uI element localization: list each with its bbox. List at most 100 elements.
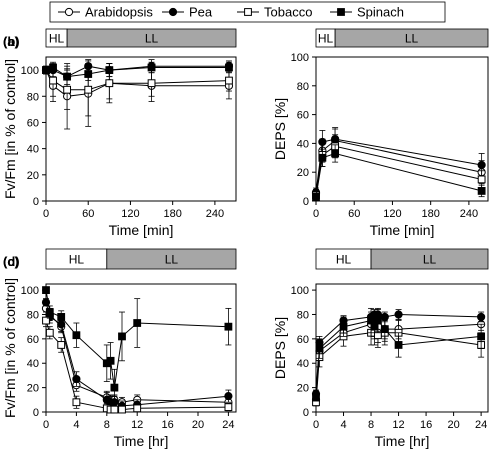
x-tick-label: 8 bbox=[368, 419, 374, 431]
panel-label: (c) bbox=[3, 254, 19, 269]
legend-marker bbox=[64, 7, 74, 17]
data-point bbox=[118, 405, 126, 414]
legend-label: Pea bbox=[189, 5, 213, 20]
panel-label: (a) bbox=[3, 34, 19, 49]
phase-label: LL bbox=[145, 32, 159, 46]
legend: Arabidopsis Pea Tobacco Spinach bbox=[49, 1, 446, 23]
x-axis-label: Time [hr] bbox=[375, 433, 430, 449]
data-point bbox=[84, 70, 93, 78]
x-tick-label: 8 bbox=[104, 419, 110, 431]
x-tick-label: 20 bbox=[192, 419, 204, 431]
plot-frame bbox=[45, 283, 237, 413]
y-tick-label: 60 bbox=[297, 110, 309, 122]
series-line bbox=[315, 139, 482, 194]
x-tick-label: 0 bbox=[313, 419, 319, 431]
data-point bbox=[42, 286, 50, 294]
x-tick-label: 0 bbox=[313, 208, 319, 220]
y-axis-label: Fv/Fm [in % of control] bbox=[2, 59, 18, 199]
data-point bbox=[477, 160, 486, 170]
y-tick-label: 0 bbox=[303, 407, 309, 419]
series-line bbox=[315, 145, 482, 196]
y-tick-label: 60 bbox=[27, 334, 39, 346]
series-spinach bbox=[312, 307, 486, 402]
data-point bbox=[312, 393, 320, 402]
phase-label: LL bbox=[423, 253, 437, 267]
data-point bbox=[110, 383, 119, 392]
x-tick-label: 4 bbox=[340, 419, 346, 431]
y-tick-label: 80 bbox=[27, 91, 39, 103]
data-point bbox=[224, 392, 233, 401]
data-point bbox=[84, 85, 93, 94]
data-point bbox=[110, 405, 119, 414]
data-point bbox=[72, 374, 81, 384]
legend-label: Tobacco bbox=[264, 5, 312, 20]
y-tick-label: 80 bbox=[297, 81, 309, 93]
y-tick-label: 80 bbox=[297, 309, 309, 321]
y-tick-label: 20 bbox=[297, 167, 309, 179]
data-point bbox=[57, 313, 66, 321]
data-point bbox=[339, 322, 348, 331]
data-point bbox=[57, 341, 66, 349]
phase-label: HL bbox=[318, 32, 334, 46]
series-pea bbox=[311, 127, 486, 198]
data-point bbox=[315, 344, 324, 353]
legend-item: Spinach bbox=[330, 5, 404, 20]
legend-label: Arabidopsis bbox=[85, 5, 153, 20]
data-point bbox=[477, 187, 486, 195]
x-tick-label: 240 bbox=[460, 208, 478, 220]
data-point bbox=[118, 332, 126, 341]
series-spinach bbox=[42, 286, 233, 407]
data-point bbox=[45, 308, 54, 316]
phase-label: LL bbox=[405, 32, 419, 46]
phase-label: LL bbox=[165, 253, 179, 267]
y-tick-label: 20 bbox=[297, 383, 309, 395]
legend-marker bbox=[168, 7, 178, 17]
data-point bbox=[45, 328, 54, 337]
phase-band-ll bbox=[66, 28, 237, 48]
data-point bbox=[105, 79, 114, 88]
panel-label: (b) bbox=[3, 34, 20, 49]
data-point bbox=[477, 175, 486, 184]
data-point bbox=[374, 316, 382, 325]
y-axis-label: Fv/Fm [in % of control] bbox=[2, 278, 18, 418]
data-point bbox=[225, 63, 233, 72]
phase-label: HL bbox=[69, 253, 85, 267]
x-tick-label: 0 bbox=[43, 419, 49, 431]
data-point bbox=[312, 192, 320, 201]
x-tick-label: 60 bbox=[348, 208, 360, 220]
y-tick-label: 100 bbox=[21, 65, 39, 77]
x-tick-label: 120 bbox=[383, 208, 401, 220]
legend-item: Arabidopsis bbox=[58, 5, 153, 20]
x-axis-label: Time [min] bbox=[370, 222, 435, 238]
series-line bbox=[315, 152, 482, 197]
panel-b: (b) HL LL 0 20 40 60 80 100 0 60 120 180 240 Time [min… bbox=[3, 28, 489, 238]
data-point bbox=[63, 85, 72, 94]
x-axis-label: Time [hr] bbox=[114, 433, 169, 449]
series-line bbox=[45, 66, 229, 78]
x-tick-label: 180 bbox=[163, 208, 181, 220]
x-tick-label: 4 bbox=[73, 419, 79, 431]
data-point bbox=[72, 398, 81, 407]
x-tick-label: 24 bbox=[222, 419, 234, 431]
data-point bbox=[49, 76, 57, 85]
y-tick-label: 100 bbox=[291, 52, 309, 64]
series-tobacco bbox=[42, 314, 233, 414]
y-tick-label: 0 bbox=[33, 407, 39, 419]
phase-label: HL bbox=[336, 253, 352, 267]
x-tick-label: 240 bbox=[206, 208, 224, 220]
legend-marker bbox=[244, 8, 252, 16]
y-tick-label: 100 bbox=[291, 285, 309, 297]
y-tick-label: 60 bbox=[297, 334, 309, 346]
data-point bbox=[72, 331, 81, 340]
legend-label: Spinach bbox=[357, 5, 404, 20]
y-tick-label: 20 bbox=[27, 170, 39, 182]
data-point bbox=[105, 66, 114, 74]
data-point bbox=[380, 325, 389, 334]
data-point bbox=[225, 76, 233, 85]
y-tick-label: 40 bbox=[27, 144, 39, 156]
data-point bbox=[49, 63, 57, 72]
x-tick-label: 12 bbox=[392, 419, 404, 431]
data-point bbox=[394, 341, 403, 349]
